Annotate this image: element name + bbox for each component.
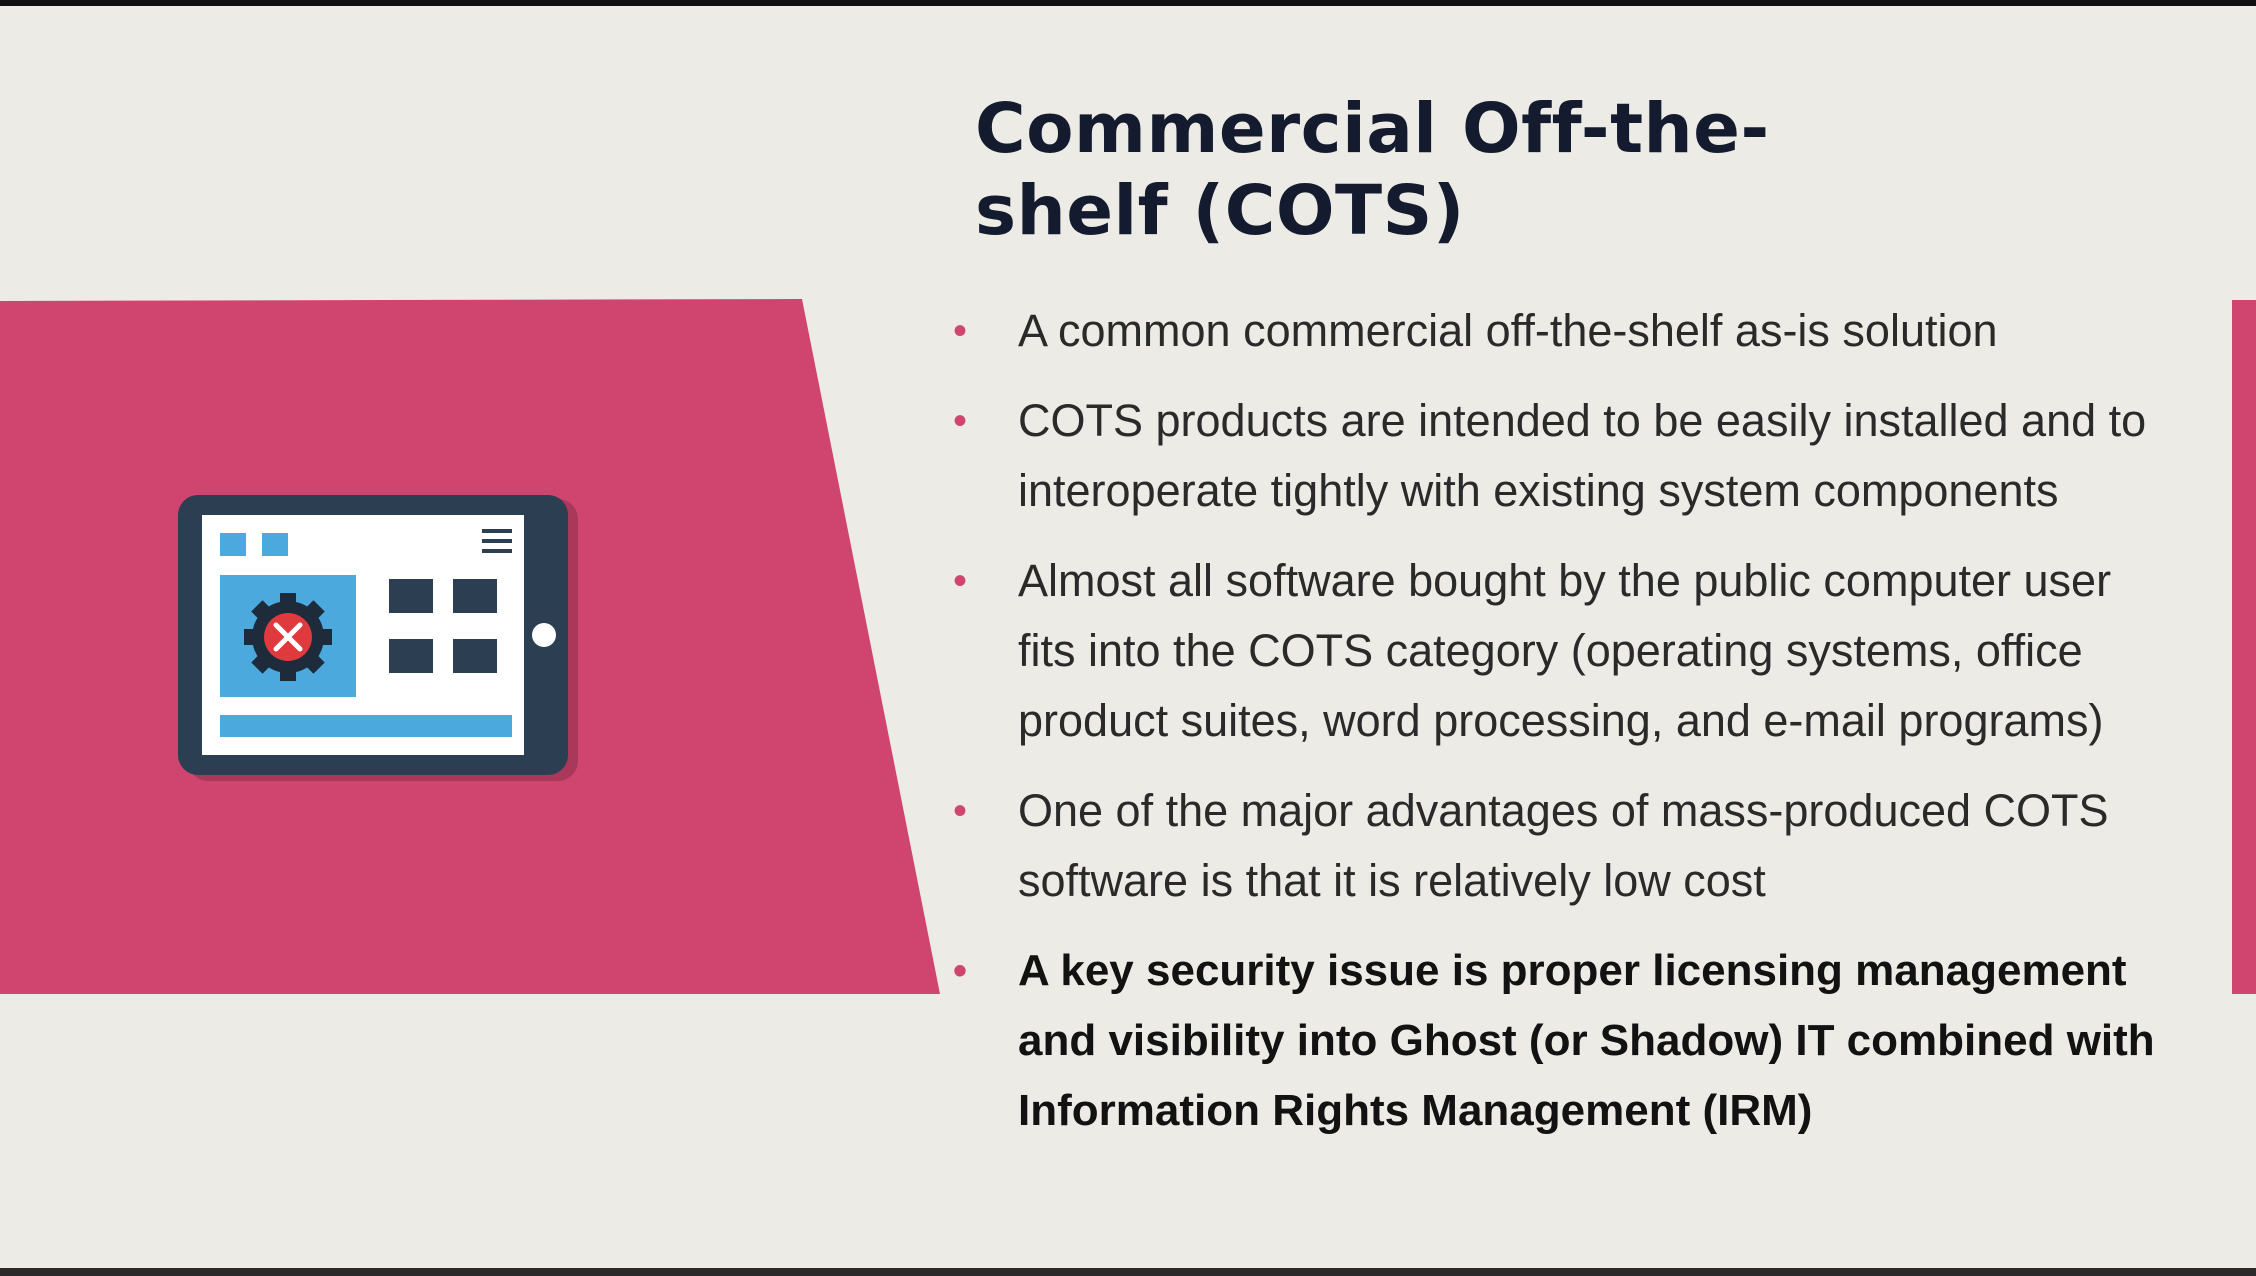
bullet-item-key-security: • A key security issue is proper licensi… [950, 936, 2210, 1146]
video-frame-edge [0, 1268, 2256, 1276]
gear-tools-icon [244, 593, 332, 681]
bullet-list: • A common commercial off-the-shelf as-i… [950, 296, 2210, 1166]
bullet-item: • COTS products are intended to be easil… [950, 386, 2210, 526]
bullet-item: • Almost all software bought by the publ… [950, 546, 2210, 756]
title-line-2: shelf (COTS) [975, 171, 1465, 251]
bullet-item: • One of the major advantages of mass-pr… [950, 776, 2210, 916]
bullet-line: fits into the COTS category (operating s… [1018, 625, 2083, 676]
bullet-line: and visibility into Ghost (or Shadow) IT… [1018, 1016, 2155, 1065]
bullet-line: A key security issue is proper licensing… [1018, 946, 2127, 995]
bullet-dot: • [953, 789, 968, 833]
bullet-line: interoperate tightly with existing syste… [1018, 465, 2059, 516]
bullet-dot: • [953, 949, 968, 993]
bullet-line: Information Rights Management (IRM) [1018, 1086, 1813, 1135]
bullet-line: software is that it is relatively low co… [1018, 855, 1766, 906]
bullet-line: COTS products are intended to be easily … [1018, 395, 2147, 446]
bullet-line: A common commercial off-the-shelf as-is … [1018, 305, 1998, 356]
title-line-1: Commercial Off-the- [975, 89, 1770, 169]
bullet-line: Almost all software bought by the public… [1018, 555, 2112, 606]
slide-title: Commercial Off-the- shelf (COTS) [975, 88, 1875, 252]
tablet-app-settings-icon [178, 495, 578, 781]
bullet-line: product suites, word processing, and e-m… [1018, 695, 2104, 746]
bullet-dot: • [953, 559, 968, 603]
bullet-dot: • [953, 309, 968, 353]
bullet-item: • A common commercial off-the-shelf as-i… [950, 296, 2210, 366]
tablet-home-button [532, 623, 556, 647]
bullet-dot: • [953, 399, 968, 443]
bullet-line: One of the major advantages of mass-prod… [1018, 785, 2109, 836]
slide: Commercial Off-the- shelf (COTS) [0, 6, 2256, 1274]
